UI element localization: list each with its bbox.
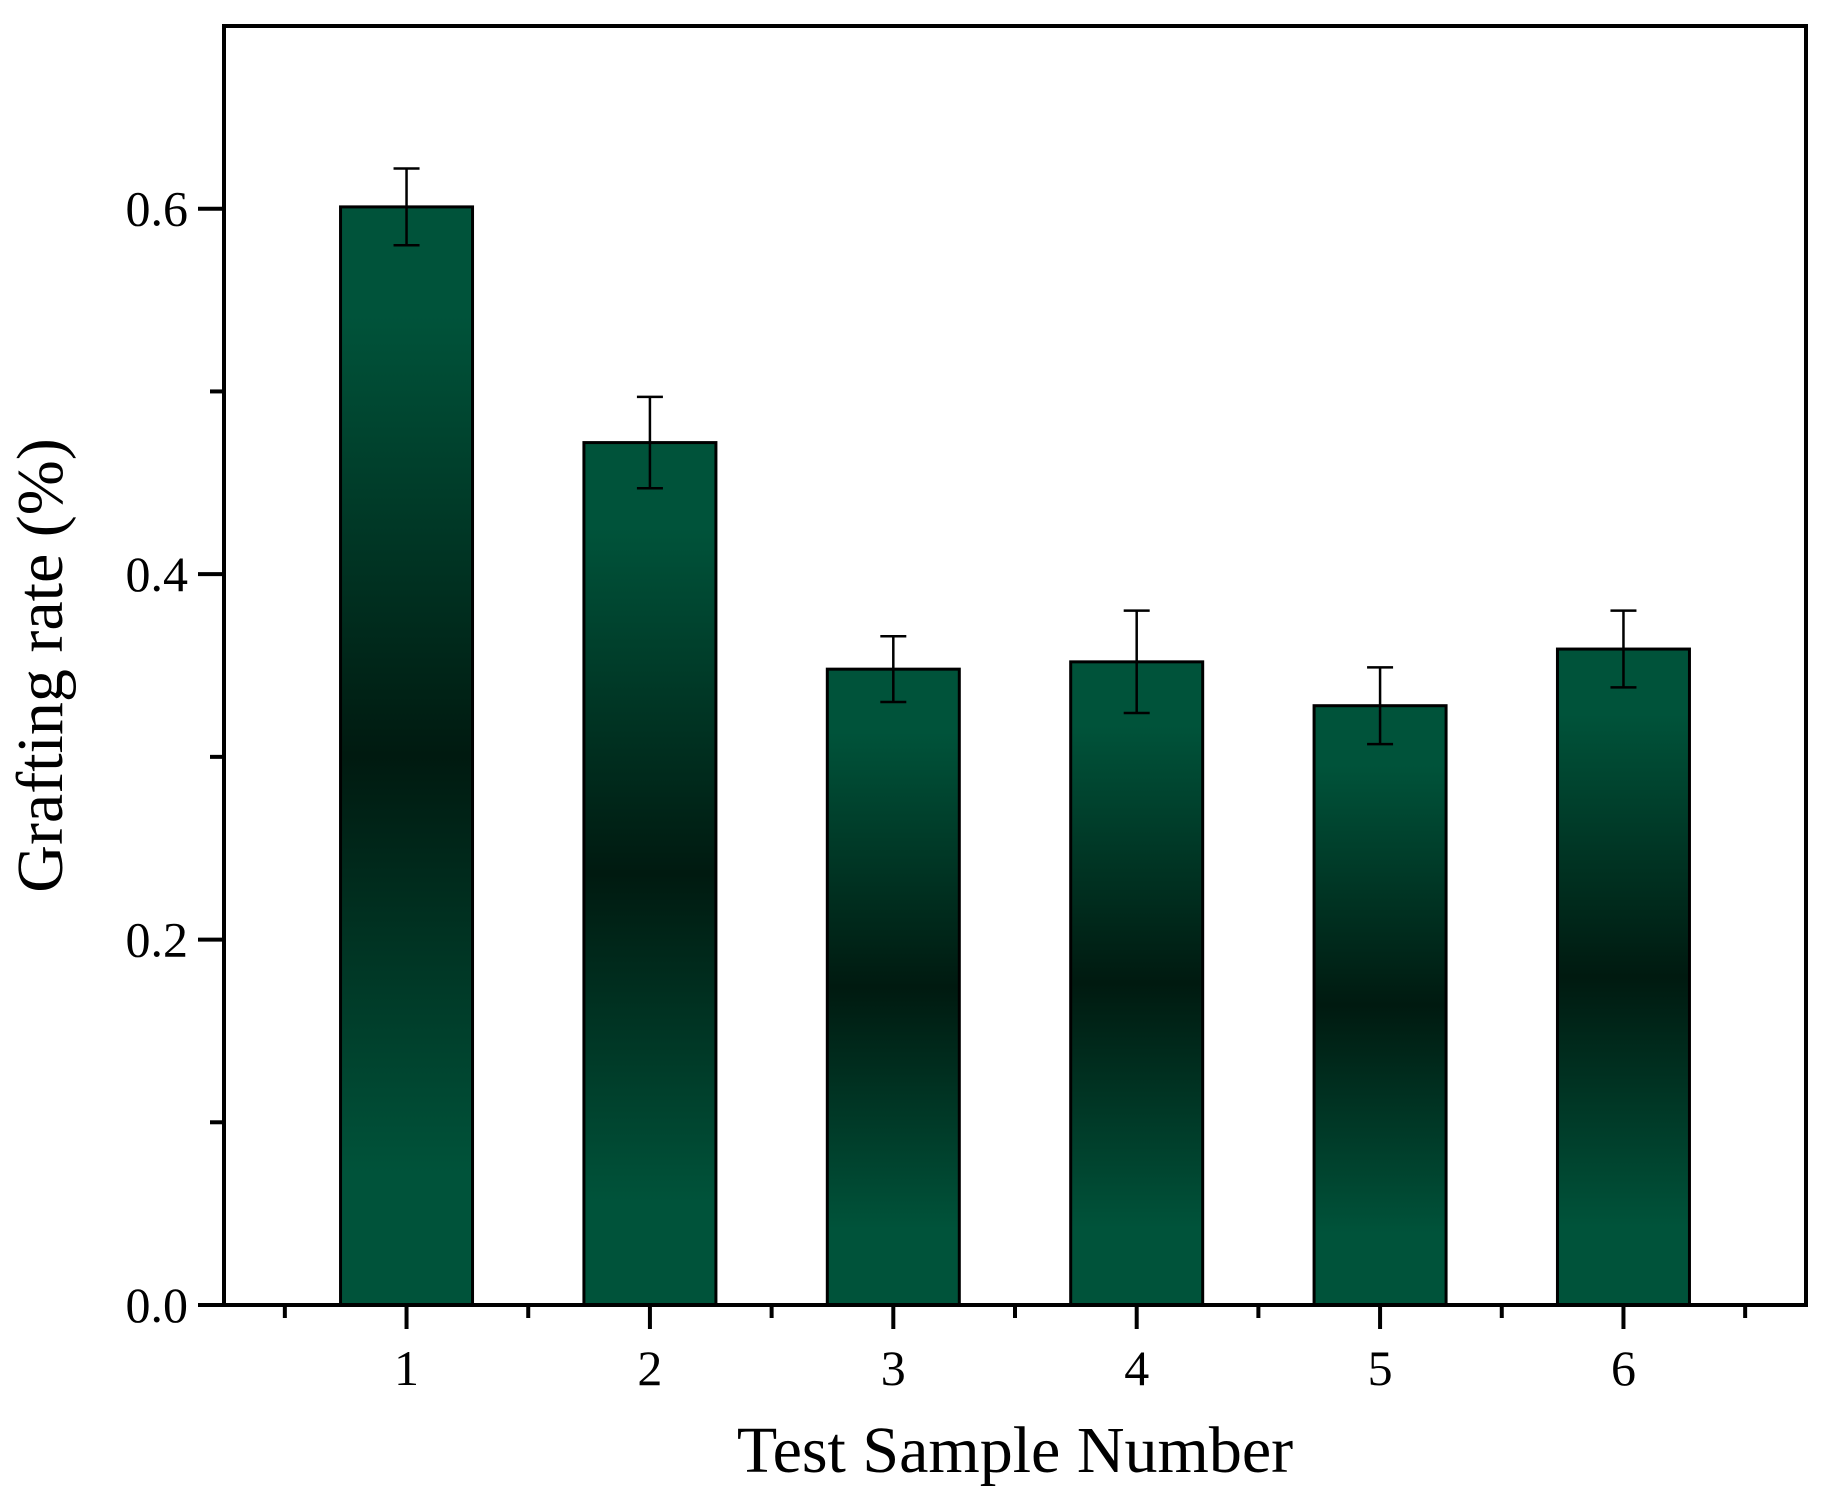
bar-sample-5 <box>1312 704 1448 1307</box>
bar-sample-6 <box>1555 647 1691 1307</box>
y-axis: 0.0 0.2 0.4 0.6 <box>126 181 224 1333</box>
error-bar-sample-5 <box>1367 666 1394 746</box>
bars-layer <box>339 205 1691 1307</box>
bar-sample-3 <box>825 667 961 1307</box>
x-tick-label: 2 <box>637 1340 662 1396</box>
y-tick-label: 0.4 <box>126 546 189 602</box>
bar-sample-2 <box>582 441 718 1307</box>
error-bar-sample-3 <box>880 635 907 704</box>
error-bars-layer <box>393 167 1637 746</box>
bar-sample-1 <box>339 205 475 1307</box>
x-tick-label: 3 <box>881 1340 906 1396</box>
y-tick-label: 0.6 <box>126 181 189 237</box>
x-tick-label: 6 <box>1611 1340 1636 1396</box>
error-bar-sample-6 <box>1610 609 1637 689</box>
error-bar-sample-2 <box>636 395 663 490</box>
x-tick-label: 5 <box>1368 1340 1393 1396</box>
x-axis: 1 2 3 4 5 6 <box>282 1305 1748 1396</box>
error-bar-sample-1 <box>393 167 420 247</box>
error-bar-sample-4 <box>1123 609 1150 715</box>
y-tick-label: 0.0 <box>126 1277 189 1333</box>
bar-sample-4 <box>1069 660 1205 1307</box>
y-tick-label: 0.2 <box>126 912 189 968</box>
x-tick-label: 1 <box>394 1340 419 1396</box>
x-axis-title: Test Sample Number <box>737 1414 1293 1487</box>
y-axis-title: Grafting rate (%) <box>4 438 77 892</box>
x-tick-label: 4 <box>1124 1340 1149 1396</box>
